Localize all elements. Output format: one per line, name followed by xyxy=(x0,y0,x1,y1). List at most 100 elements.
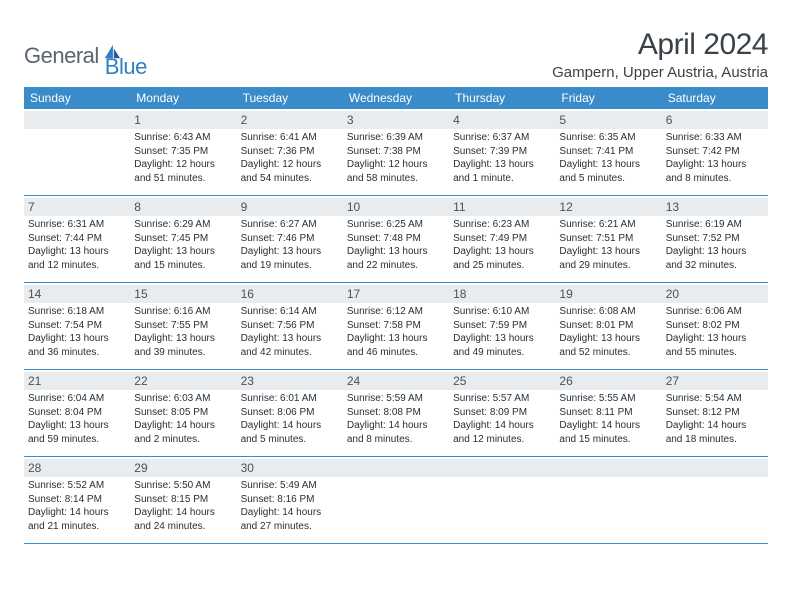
sunset-line: Sunset: 8:02 PM xyxy=(666,319,764,333)
day-number: 1 xyxy=(130,111,236,129)
sunrise-line: Sunrise: 6:27 AM xyxy=(241,218,339,232)
sunset-line: Sunset: 7:45 PM xyxy=(134,232,232,246)
sunset-line: Sunset: 7:51 PM xyxy=(559,232,657,246)
page-header: General Blue April 2024 Gampern, Upper A… xyxy=(24,28,768,81)
day-number: 19 xyxy=(555,285,661,303)
daylight-line: Daylight: 13 hours and 22 minutes. xyxy=(347,245,445,272)
sunset-line: Sunset: 7:36 PM xyxy=(241,145,339,159)
title-block: April 2024 Gampern, Upper Austria, Austr… xyxy=(552,28,768,81)
sunrise-line: Sunrise: 6:39 AM xyxy=(347,131,445,145)
sunrise-line: Sunrise: 5:49 AM xyxy=(241,479,339,493)
sunrise-line: Sunrise: 6:14 AM xyxy=(241,305,339,319)
sunrise-line: Sunrise: 5:55 AM xyxy=(559,392,657,406)
sunset-line: Sunset: 7:54 PM xyxy=(28,319,126,333)
sunset-line: Sunset: 7:35 PM xyxy=(134,145,232,159)
brand-logo: General Blue xyxy=(24,32,147,80)
brand-part2: Blue xyxy=(105,54,147,80)
day-number: 3 xyxy=(343,111,449,129)
sunrise-line: Sunrise: 6:31 AM xyxy=(28,218,126,232)
calendar-cell: 7Sunrise: 6:31 AMSunset: 7:44 PMDaylight… xyxy=(24,196,130,282)
sunrise-line: Sunrise: 6:23 AM xyxy=(453,218,551,232)
calendar-cell: 24Sunrise: 5:59 AMSunset: 8:08 PMDayligh… xyxy=(343,370,449,456)
day-number: 26 xyxy=(555,372,661,390)
day-number: 24 xyxy=(343,372,449,390)
sunrise-line: Sunrise: 6:21 AM xyxy=(559,218,657,232)
daylight-line: Daylight: 14 hours and 24 minutes. xyxy=(134,506,232,533)
week-row: 21Sunrise: 6:04 AMSunset: 8:04 PMDayligh… xyxy=(24,370,768,457)
day-number: 4 xyxy=(449,111,555,129)
daylight-line: Daylight: 14 hours and 18 minutes. xyxy=(666,419,764,446)
calendar-cell: 9Sunrise: 6:27 AMSunset: 7:46 PMDaylight… xyxy=(237,196,343,282)
day-number: 17 xyxy=(343,285,449,303)
daylight-line: Daylight: 14 hours and 2 minutes. xyxy=(134,419,232,446)
calendar-cell xyxy=(449,457,555,543)
week-row: 1Sunrise: 6:43 AMSunset: 7:35 PMDaylight… xyxy=(24,109,768,196)
sunset-line: Sunset: 7:48 PM xyxy=(347,232,445,246)
calendar-cell: 8 Sunrise: 6:29 AMSunset: 7:45 PMDaylight… xyxy=(130,196,236,282)
weeks-container: 1Sunrise: 6:43 AMSunset: 7:35 PMDaylight… xyxy=(24,109,768,544)
calendar-cell: 18Sunrise: 6:10 AMSunset: 7:59 PMDayligh… xyxy=(449,283,555,369)
day-header: Thursday xyxy=(449,87,555,109)
sunset-line: Sunset: 8:11 PM xyxy=(559,406,657,420)
day-number: 29 xyxy=(130,459,236,477)
daylight-line: Daylight: 12 hours and 51 minutes. xyxy=(134,158,232,185)
day-number: 12 xyxy=(555,198,661,216)
calendar-cell: 23Sunrise: 6:01 AMSunset: 8:06 PMDayligh… xyxy=(237,370,343,456)
day-number: 30 xyxy=(237,459,343,477)
week-row: 28Sunrise: 5:52 AMSunset: 8:14 PMDayligh… xyxy=(24,457,768,544)
sunrise-line: Sunrise: 6:29 AM xyxy=(134,218,232,232)
week-row: 14Sunrise: 6:18 AMSunset: 7:54 PMDayligh… xyxy=(24,283,768,370)
sunrise-line: Sunrise: 5:57 AM xyxy=(453,392,551,406)
calendar-cell xyxy=(24,109,130,195)
sunset-line: Sunset: 8:06 PM xyxy=(241,406,339,420)
daylight-line: Daylight: 13 hours and 36 minutes. xyxy=(28,332,126,359)
calendar-cell: 5Sunrise: 6:35 AMSunset: 7:41 PMDaylight… xyxy=(555,109,661,195)
calendar-cell: 27Sunrise: 5:54 AMSunset: 8:12 PMDayligh… xyxy=(662,370,768,456)
brand-part1: General xyxy=(24,43,99,69)
daylight-line: Daylight: 13 hours and 5 minutes. xyxy=(559,158,657,185)
sunset-line: Sunset: 8:01 PM xyxy=(559,319,657,333)
daylight-line: Daylight: 13 hours and 15 minutes. xyxy=(134,245,232,272)
calendar-cell: 28Sunrise: 5:52 AMSunset: 8:14 PMDayligh… xyxy=(24,457,130,543)
sunset-line: Sunset: 8:15 PM xyxy=(134,493,232,507)
sunset-line: Sunset: 7:52 PM xyxy=(666,232,764,246)
sunrise-line: Sunrise: 6:04 AM xyxy=(28,392,126,406)
sunset-line: Sunset: 7:41 PM xyxy=(559,145,657,159)
sunrise-line: Sunrise: 6:33 AM xyxy=(666,131,764,145)
daylight-line: Daylight: 13 hours and 12 minutes. xyxy=(28,245,126,272)
daylight-line: Daylight: 13 hours and 32 minutes. xyxy=(666,245,764,272)
day-number: 13 xyxy=(662,198,768,216)
day-header: Sunday xyxy=(24,87,130,109)
day-number: 16 xyxy=(237,285,343,303)
calendar-cell xyxy=(343,457,449,543)
calendar-cell: 2Sunrise: 6:41 AMSunset: 7:36 PMDaylight… xyxy=(237,109,343,195)
day-number: 25 xyxy=(449,372,555,390)
day-number: 27 xyxy=(662,372,768,390)
day-number: 14 xyxy=(24,285,130,303)
calendar-cell: 13 Sunrise: 6:19 AMSunset: 7:52 PMDayligh… xyxy=(662,196,768,282)
sunset-line: Sunset: 7:42 PM xyxy=(666,145,764,159)
sunrise-line: Sunrise: 5:54 AM xyxy=(666,392,764,406)
day-number xyxy=(24,111,130,129)
sunrise-line: Sunrise: 6:08 AM xyxy=(559,305,657,319)
day-number xyxy=(449,459,555,477)
day-number: 9 xyxy=(237,198,343,216)
day-header: Saturday xyxy=(662,87,768,109)
day-number: 5 xyxy=(555,111,661,129)
day-number: 8 xyxy=(130,198,236,216)
sunrise-line: Sunrise: 6:25 AM xyxy=(347,218,445,232)
sunrise-line: Sunrise: 6:19 AM xyxy=(666,218,764,232)
sunrise-line: Sunrise: 5:52 AM xyxy=(28,479,126,493)
calendar-cell xyxy=(662,457,768,543)
day-number xyxy=(555,459,661,477)
sunrise-line: Sunrise: 6:37 AM xyxy=(453,131,551,145)
calendar-cell: 21Sunrise: 6:04 AMSunset: 8:04 PMDayligh… xyxy=(24,370,130,456)
daylight-line: Daylight: 13 hours and 39 minutes. xyxy=(134,332,232,359)
daylight-line: Daylight: 13 hours and 55 minutes. xyxy=(666,332,764,359)
day-number: 6 xyxy=(662,111,768,129)
month-title: April 2024 xyxy=(552,28,768,62)
sunrise-line: Sunrise: 6:10 AM xyxy=(453,305,551,319)
sunrise-line: Sunrise: 6:03 AM xyxy=(134,392,232,406)
sunset-line: Sunset: 8:16 PM xyxy=(241,493,339,507)
calendar-cell: 11Sunrise: 6:23 AMSunset: 7:49 PMDayligh… xyxy=(449,196,555,282)
